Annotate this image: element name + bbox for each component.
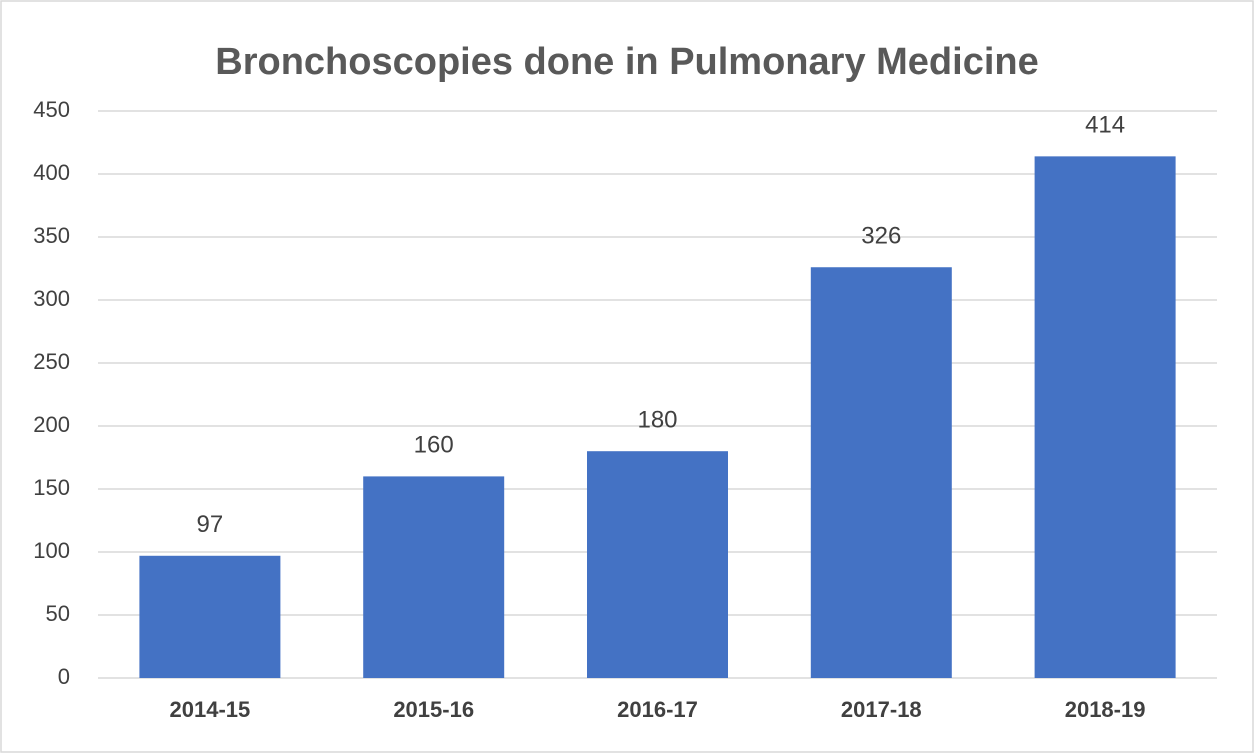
bar: [363, 476, 505, 678]
x-tick-label: 2015-16: [393, 697, 474, 722]
y-tick-label: 200: [33, 412, 70, 437]
x-tick-label: 2014-15: [170, 697, 251, 722]
y-tick-label: 350: [33, 223, 70, 248]
value-label: 160: [414, 432, 454, 459]
x-tick-label: 2016-17: [617, 697, 698, 722]
value-label: 180: [637, 407, 677, 434]
y-tick-label: 50: [46, 601, 70, 626]
y-tick-label: 250: [33, 349, 70, 374]
y-tick-label: 150: [33, 475, 70, 500]
y-tick-label: 450: [33, 97, 70, 122]
x-tick-label: 2017-18: [841, 697, 922, 722]
x-tick-label: 2018-19: [1065, 697, 1146, 722]
bar: [1034, 156, 1176, 679]
y-tick-label: 400: [33, 160, 70, 185]
value-label: 414: [1085, 112, 1125, 139]
y-tick-label: 300: [33, 286, 70, 311]
value-label: 326: [861, 223, 901, 250]
chart-title: Bronchoscopies done in Pulmonary Medicin…: [215, 41, 1038, 83]
y-tick-label: 0: [58, 664, 70, 689]
y-tick-label: 100: [33, 538, 70, 563]
value-label: 97: [197, 511, 224, 538]
bar: [810, 267, 952, 678]
bar: [139, 555, 281, 678]
bar: [587, 451, 728, 678]
